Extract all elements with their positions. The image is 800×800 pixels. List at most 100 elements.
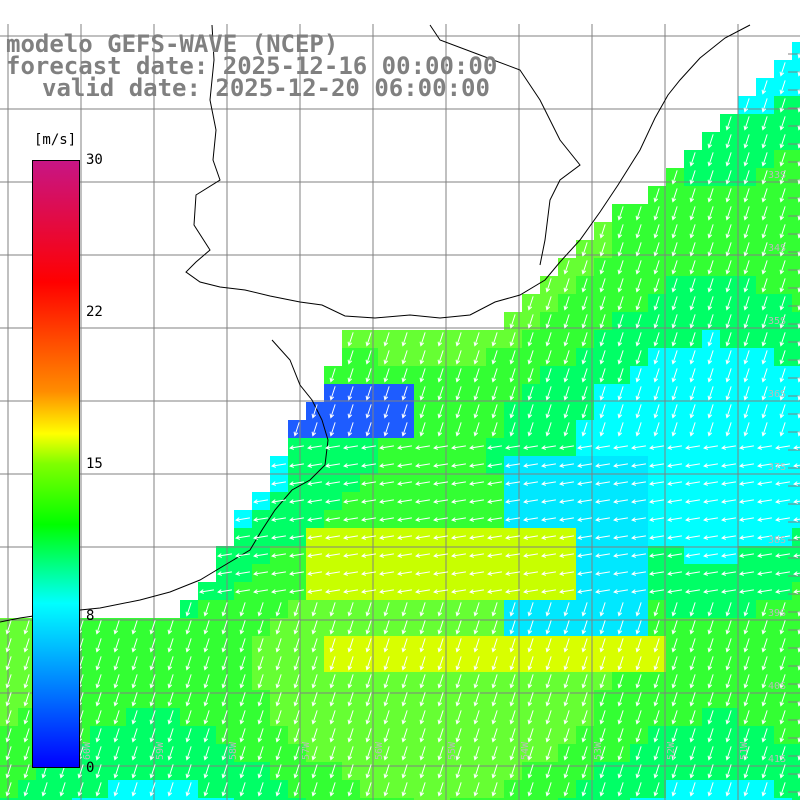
- wind-arrow: [59, 782, 66, 797]
- wind-arrow: [599, 602, 606, 617]
- wind-arrow: [509, 350, 516, 365]
- wind-cell: [216, 798, 235, 800]
- wind-arrow: [779, 368, 786, 383]
- wind-arrow: [185, 782, 192, 797]
- wind-arrow: [599, 350, 606, 365]
- wind-arrow: [401, 656, 408, 671]
- wind-arrow: [491, 764, 498, 779]
- wind-arrow: [455, 332, 462, 347]
- wind-arrow: [221, 638, 228, 653]
- wind-arrow: [329, 746, 336, 761]
- wind-arrow: [311, 746, 318, 761]
- wind-arrow: [293, 638, 300, 653]
- wind-arrow: [775, 535, 790, 540]
- wind-arrow: [761, 620, 768, 635]
- wind-arrow: [617, 224, 624, 239]
- wind-arrow: [761, 422, 768, 437]
- wind-arrow: [451, 517, 466, 522]
- wind-arrow: [671, 206, 678, 221]
- wind-arrow: [707, 602, 714, 617]
- wind-cell: [504, 798, 523, 800]
- wind-arrow: [491, 386, 498, 401]
- wind-arrow: [401, 422, 408, 437]
- wind-arrow: [329, 638, 336, 653]
- wind-cell: [180, 798, 199, 800]
- wind-arrow: [383, 332, 390, 347]
- wind-cell: [126, 798, 145, 800]
- wind-arrow: [505, 517, 520, 522]
- wind-arrow: [725, 242, 732, 257]
- wind-arrow: [671, 296, 678, 311]
- wind-arrow: [275, 674, 282, 689]
- wind-arrow: [275, 656, 282, 671]
- wind-arrow: [707, 224, 714, 239]
- wind-arrow: [667, 589, 682, 594]
- wind-arrow: [293, 620, 300, 635]
- wind-arrow: [653, 656, 660, 671]
- wind-arrow: [703, 445, 718, 450]
- wind-arrow: [397, 463, 412, 468]
- wind-arrow: [577, 553, 592, 558]
- wind-cell: [792, 726, 800, 745]
- wind-arrow: [761, 782, 768, 797]
- wind-arrow: [653, 260, 660, 275]
- wind-arrow: [721, 481, 736, 486]
- wind-arrow: [671, 224, 678, 239]
- wind-arrow: [689, 782, 696, 797]
- wind-arrow: [545, 278, 552, 293]
- wind-arrow: [739, 571, 754, 576]
- wind-arrow: [635, 206, 642, 221]
- wind-arrow: [581, 674, 588, 689]
- wind-arrow: [95, 656, 102, 671]
- wind-arrow: [707, 386, 714, 401]
- wind-arrow: [653, 350, 660, 365]
- wind-arrow: [527, 386, 534, 401]
- wind-arrow: [419, 404, 426, 419]
- wind-arrow: [725, 350, 732, 365]
- wind-arrow: [635, 422, 642, 437]
- wind-arrow: [775, 499, 790, 504]
- wind-cell: [756, 798, 775, 800]
- wind-arrow: [419, 350, 426, 365]
- wind-arrow: [451, 571, 466, 576]
- wind-arrow: [271, 535, 286, 540]
- wind-arrow: [23, 674, 30, 689]
- wind-arrow: [221, 692, 228, 707]
- wind-arrow: [581, 764, 588, 779]
- wind-arrow: [635, 224, 642, 239]
- wind-arrow: [725, 116, 732, 131]
- wind-arrow: [505, 589, 520, 594]
- wind-arrow: [739, 517, 754, 522]
- wind-arrow: [671, 728, 678, 743]
- wind-arrow: [559, 481, 574, 486]
- wind-arrow: [437, 350, 444, 365]
- wind-arrow: [307, 445, 322, 450]
- wind-arrow: [311, 728, 318, 743]
- wind-arrow: [77, 764, 84, 779]
- wind-arrow: [221, 764, 228, 779]
- wind-arrow: [721, 571, 736, 576]
- wind-arrow: [347, 620, 354, 635]
- wind-arrow: [397, 481, 412, 486]
- wind-arrow: [527, 314, 534, 329]
- wind-arrow: [653, 296, 660, 311]
- wind-arrow: [577, 589, 592, 594]
- wind-arrow: [649, 499, 664, 504]
- wind-arrow: [95, 746, 102, 761]
- wind-arrow: [199, 589, 214, 594]
- wind-arrow: [527, 782, 534, 797]
- wind-arrow: [5, 710, 12, 725]
- wind-arrow: [379, 445, 394, 450]
- wind-arrow: [635, 242, 642, 257]
- wind-arrow: [469, 499, 484, 504]
- wind-arrow: [743, 674, 750, 689]
- wind-arrow: [347, 656, 354, 671]
- wind-cell: [792, 600, 800, 619]
- wind-arrow: [707, 620, 714, 635]
- wind-arrow: [527, 620, 534, 635]
- wind-arrow: [203, 710, 210, 725]
- wind-arrow: [653, 602, 660, 617]
- wind-arrow: [23, 656, 30, 671]
- wind-arrow: [23, 620, 30, 635]
- wind-arrow: [743, 764, 750, 779]
